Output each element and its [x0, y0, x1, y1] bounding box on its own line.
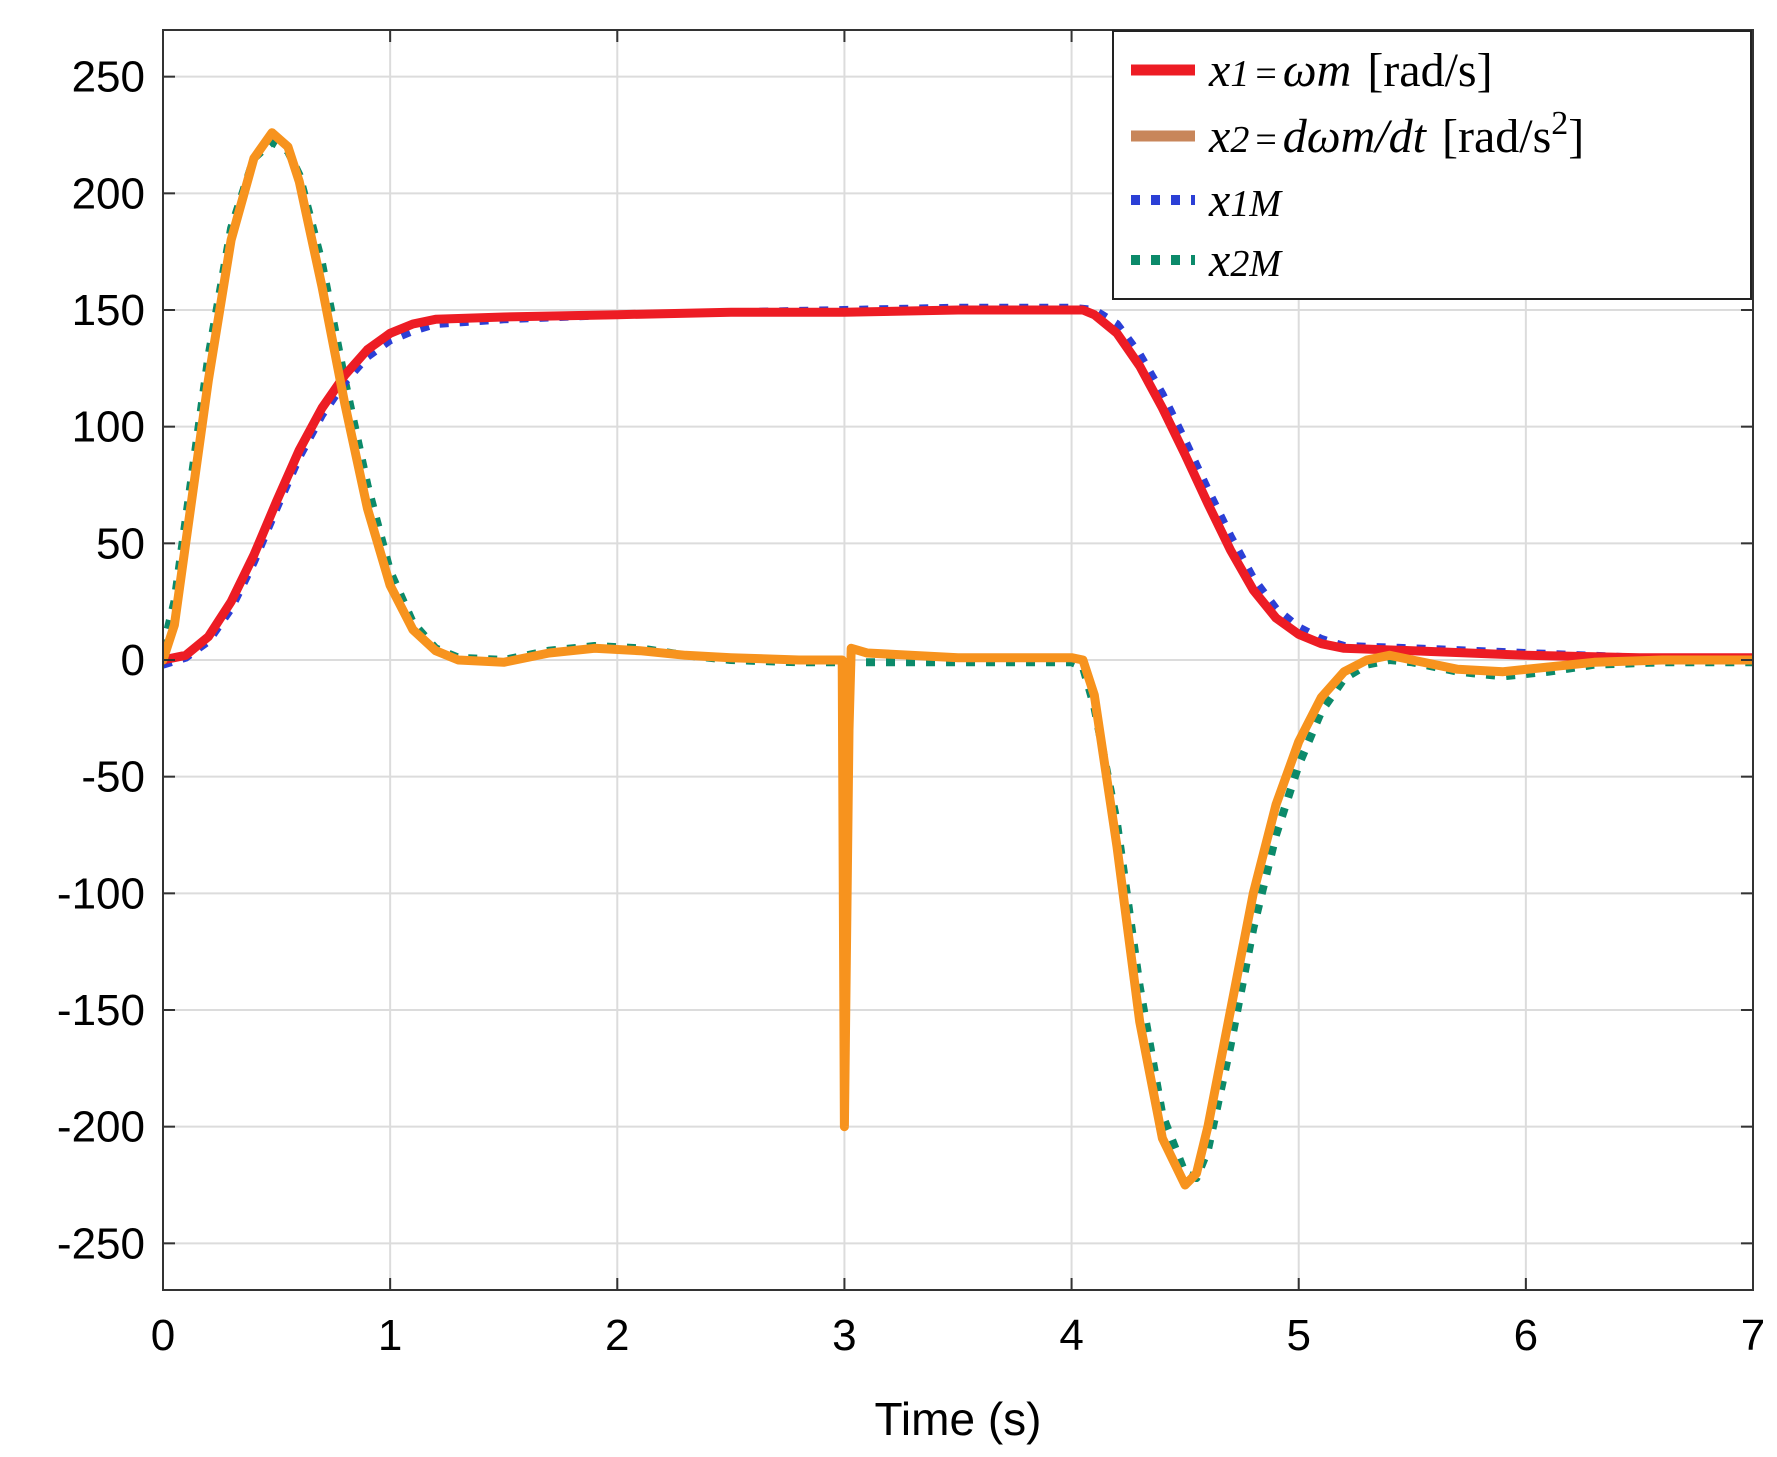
y-tick-label: 100 — [72, 403, 145, 452]
y-tick-label: -250 — [57, 1219, 145, 1268]
y-tick-label: -200 — [57, 1103, 145, 1152]
x-tick-label: 0 — [151, 1311, 175, 1360]
y-tick-label: 0 — [121, 636, 145, 685]
y-tick-label: 200 — [72, 169, 145, 218]
x-tick-label: 6 — [1514, 1311, 1538, 1360]
y-tick-label: 150 — [72, 286, 145, 335]
x-tick-label: 7 — [1741, 1311, 1765, 1360]
legend-label: x2 = dωm/dt [rad/s2] — [1208, 105, 1584, 163]
legend-label: x1 = ωm [rad/s] — [1208, 44, 1493, 97]
y-tick-label: 250 — [72, 53, 145, 102]
tick-labels: 0 1 2 3 4 5 6 7 250 200 150 100 50 0 -50 -100 -150 -200 -2… — [57, 53, 1765, 1360]
y-tick-label: 50 — [96, 519, 145, 568]
legend-label: x2M — [1208, 234, 1283, 287]
legend-box — [1112, 30, 1752, 300]
series-line-x1M — [163, 303, 1753, 669]
x-axis-title: Time (s) — [875, 1393, 1042, 1445]
y-tick-label: -150 — [57, 986, 145, 1035]
y-tick-label: -50 — [81, 753, 145, 802]
x-tick-label: 3 — [832, 1311, 856, 1360]
series-line-x2 — [163, 128, 1753, 1190]
legend-label: x1M — [1208, 174, 1283, 227]
x-tick-label: 1 — [378, 1311, 402, 1360]
gridlines — [163, 30, 1753, 1290]
legend: x1 = ωm [rad/s] x2 = dωm/dt [rad/s2] x1M x2M — [1112, 30, 1752, 300]
series-layer — [163, 128, 1753, 1190]
x-tick-label: 4 — [1059, 1311, 1083, 1360]
series-line-x1 — [163, 305, 1753, 665]
x-tick-label: 2 — [605, 1311, 629, 1360]
x-tick-label: 5 — [1286, 1311, 1310, 1360]
y-tick-label: -100 — [57, 869, 145, 918]
